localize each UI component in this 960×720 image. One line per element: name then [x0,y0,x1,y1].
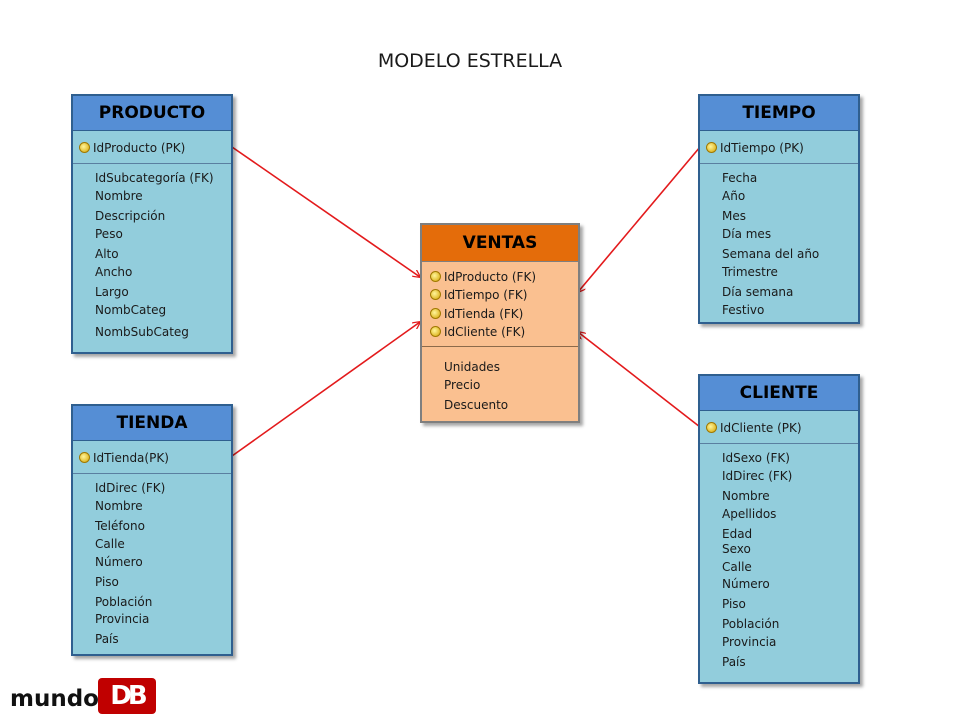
attribute: Fecha [722,171,758,185]
attribute: Precio [444,378,481,392]
attribute: IdSexo (FK) [722,451,790,465]
entity-producto-name: PRODUCTO [73,96,231,131]
relation-producto-ventas [231,146,420,277]
diagram-title: MODELO ESTRELLA [377,50,563,72]
attribute: Edad [722,527,753,541]
entity-ventas-name: VENTAS [422,225,578,262]
attribute: Nombre [95,499,143,513]
attribute: Calle [95,537,125,551]
attribute: Peso [95,227,123,241]
attribute: IdDirec (FK) [722,469,793,483]
attribute: Sexo [722,542,751,556]
attribute: Calle [722,560,752,574]
entity-cliente-name: CLIENTE [700,376,858,411]
attribute: Largo [95,285,129,299]
divider [73,163,231,164]
attribute: Día semana [722,285,794,299]
attribute: Población [95,595,153,609]
attribute: Ancho [95,265,133,279]
divider [700,163,858,164]
attribute: Descuento [444,398,509,412]
divider [700,443,858,444]
key-icon [706,142,717,153]
attribute: IdSubcategoría (FK) [95,171,214,185]
key-icon [79,452,90,463]
attribute: Trimestre [722,265,778,279]
primary-key: IdProducto (PK) [93,141,186,155]
foreign-key: IdTiempo (FK) [444,288,528,302]
attribute: Día mes [722,227,772,241]
entity-ventas: VENTAS IdProducto (FK) IdTiempo (FK) IdT… [420,223,580,423]
divider [422,346,578,347]
key-icon [430,289,441,300]
attribute: Año [722,189,746,203]
key-icon [706,422,717,433]
attribute: Población [722,617,780,631]
primary-key: IdCliente (PK) [720,421,802,435]
foreign-key: IdCliente (FK) [444,325,526,339]
attribute: Alto [95,247,119,261]
attribute: Unidades [444,360,500,374]
key-icon [430,271,441,282]
attribute: Apellidos [722,507,777,521]
relation-cliente-ventas [578,332,701,428]
entity-tiempo: TIEMPO IdTiempo (PK) Fecha Año Mes Día m… [698,94,860,324]
attribute: Teléfono [95,519,145,533]
divider [73,473,231,474]
attribute: País [722,655,746,669]
attribute: País [95,632,119,646]
entity-producto: PRODUCTO IdProducto (PK) IdSubcategoría … [71,94,233,354]
key-icon [79,142,90,153]
attribute: Nombre [722,489,770,503]
attribute: Número [722,577,770,591]
entity-tienda-name: TIENDA [73,406,231,441]
entity-cliente: CLIENTE IdCliente (PK) IdSexo (FK) IdDir… [698,374,860,684]
logo-mark: DB [98,678,156,714]
logo-text: mundo [10,686,99,712]
attribute: Piso [722,597,746,611]
attribute: NombCateg [95,303,167,317]
foreign-key: IdProducto (FK) [444,270,537,284]
attribute: NombSubCateg [95,325,189,339]
key-icon [430,308,441,319]
entity-tiempo-name: TIEMPO [700,96,858,131]
attribute: Provincia [95,612,150,626]
key-icon [430,326,441,337]
entity-tienda: TIENDA IdTienda(PK) IdDirec (FK) Nombre … [71,404,233,656]
attribute: Número [95,555,143,569]
attribute: Mes [722,209,746,223]
attribute: Descripción [95,209,166,223]
relation-tiempo-ventas [578,146,701,292]
attribute: Provincia [722,635,777,649]
attribute: Semana del año [722,247,820,261]
relation-tienda-ventas [231,322,420,457]
primary-key: IdTienda(PK) [93,451,169,465]
attribute: Festivo [722,303,765,317]
primary-key: IdTiempo (PK) [720,141,804,155]
attribute: Piso [95,575,119,589]
attribute: Nombre [95,189,143,203]
logo-mark-text: DB [110,681,147,711]
attribute: IdDirec (FK) [95,481,166,495]
foreign-key: IdTienda (FK) [444,307,524,321]
